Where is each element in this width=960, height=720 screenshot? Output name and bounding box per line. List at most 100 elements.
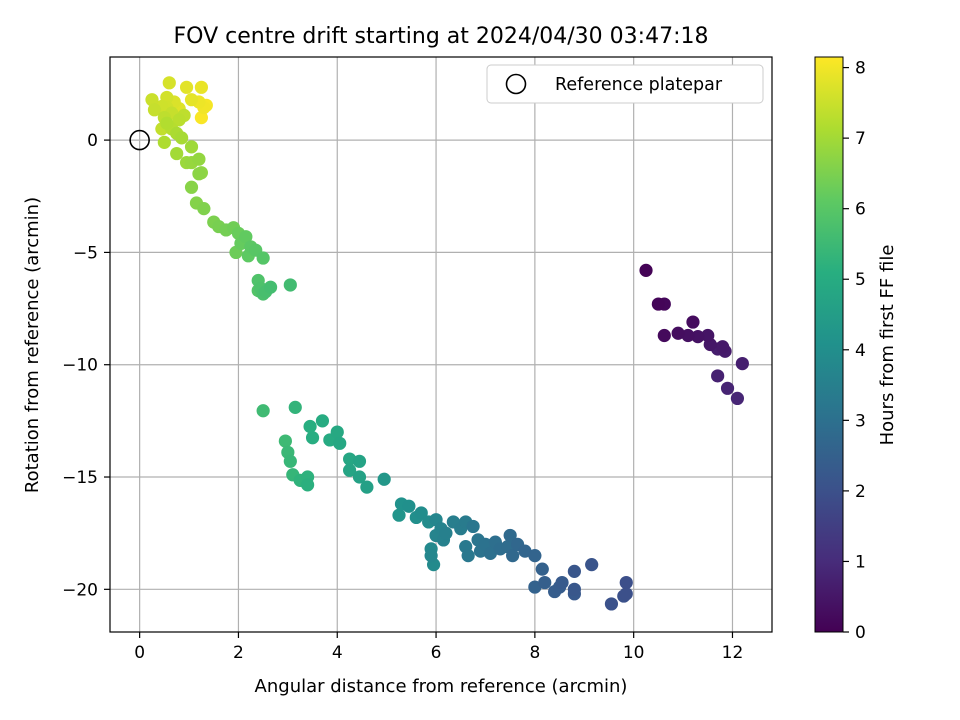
colorbar-tick-label: 3 xyxy=(855,411,866,431)
y-axis-label: Rotation from reference (arcmin) xyxy=(22,197,43,493)
data-point xyxy=(315,414,330,428)
y-tick-label: −10 xyxy=(62,356,98,376)
x-tick-label: 12 xyxy=(722,643,744,663)
y-tick-label: 0 xyxy=(87,131,98,151)
data-point xyxy=(360,480,374,494)
data-point xyxy=(172,113,186,127)
data-point xyxy=(303,419,317,434)
data-point xyxy=(604,597,619,611)
data-point xyxy=(619,587,633,601)
y-tick-label: −15 xyxy=(62,468,98,488)
data-point xyxy=(333,436,347,450)
x-tick-label: 0 xyxy=(134,643,145,663)
colorbar-tick-label: 6 xyxy=(855,200,866,220)
data-point xyxy=(735,356,749,371)
data-point xyxy=(283,278,297,292)
data-point xyxy=(305,431,320,445)
data-point xyxy=(147,103,162,117)
data-point xyxy=(175,131,189,145)
colorbar-tick-label: 1 xyxy=(855,552,866,572)
data-point xyxy=(288,400,302,414)
data-points xyxy=(145,76,749,611)
data-point xyxy=(162,76,176,90)
colorbar-ticks: 0 1 2 3 4 5 6 7 8 xyxy=(843,59,866,643)
data-point xyxy=(330,425,344,439)
data-point xyxy=(343,463,357,477)
data-point xyxy=(567,582,581,596)
data-point xyxy=(506,549,520,563)
data-point xyxy=(639,263,653,277)
data-point xyxy=(518,544,532,558)
data-point xyxy=(730,391,745,406)
data-point xyxy=(160,116,174,130)
data-point xyxy=(194,111,208,125)
data-point xyxy=(619,575,633,590)
colorbar-tick-label: 8 xyxy=(855,59,866,79)
colorbar-tick-label: 4 xyxy=(855,341,866,361)
x-axis-label: Angular distance from reference (arcmin) xyxy=(255,676,628,697)
data-point xyxy=(239,230,253,244)
legend: Reference platepar xyxy=(486,64,764,104)
colorbar-tick-label: 5 xyxy=(855,270,866,290)
data-point xyxy=(377,472,391,486)
data-point xyxy=(466,519,480,534)
data-point xyxy=(184,93,199,107)
data-point xyxy=(657,328,671,343)
y-tick-label: −20 xyxy=(62,580,98,600)
data-point xyxy=(555,575,569,590)
data-point xyxy=(585,558,599,572)
data-point xyxy=(711,369,725,383)
data-point xyxy=(192,167,206,181)
colorbar-label: Hours from first FF file xyxy=(877,245,898,446)
data-point xyxy=(343,452,357,466)
data-point xyxy=(538,575,552,590)
data-point xyxy=(352,470,367,484)
chart-title: FOV centre drift starting at 2024/04/30 … xyxy=(174,24,709,49)
data-point xyxy=(691,330,705,344)
data-point xyxy=(157,135,171,149)
data-point xyxy=(715,340,730,354)
colorbar-tick-label: 7 xyxy=(855,129,866,149)
legend-entry: Reference platepar xyxy=(555,75,723,95)
data-point xyxy=(483,546,498,560)
data-point xyxy=(301,478,315,492)
data-point xyxy=(720,381,735,395)
data-point xyxy=(567,564,581,578)
colorbar xyxy=(814,56,844,633)
x-tick-label: 2 xyxy=(233,643,244,663)
data-point xyxy=(528,580,542,594)
x-tick-label: 8 xyxy=(529,643,540,663)
data-point xyxy=(671,326,685,340)
data-point xyxy=(170,146,184,161)
plot-frame xyxy=(109,56,773,633)
colorbar-tick-label: 0 xyxy=(855,623,866,643)
data-point xyxy=(414,506,428,520)
x-tick-label: 4 xyxy=(332,643,343,663)
data-point xyxy=(283,454,297,468)
colorbar-tick-label: 2 xyxy=(855,482,866,502)
x-axis-ticks: 0 2 4 6 8 10 12 xyxy=(134,632,743,663)
data-point xyxy=(145,93,159,107)
reference-platepar-marker xyxy=(129,129,150,151)
data-point xyxy=(278,434,292,448)
data-point xyxy=(528,549,542,563)
data-point xyxy=(256,404,270,418)
data-point xyxy=(424,549,438,563)
data-point xyxy=(651,297,665,311)
data-point xyxy=(263,280,278,294)
y-axis-ticks: 0 −5 −10 −15 −20 xyxy=(62,131,110,600)
data-point xyxy=(184,180,199,194)
data-point xyxy=(392,508,406,522)
data-point xyxy=(535,562,549,576)
data-point xyxy=(402,499,416,513)
data-point xyxy=(681,328,695,343)
legend-marker xyxy=(505,73,527,95)
data-point xyxy=(686,315,700,329)
data-point xyxy=(439,526,453,540)
grid-lines xyxy=(110,57,772,632)
data-point xyxy=(256,251,270,265)
data-point xyxy=(352,454,367,468)
data-point xyxy=(184,140,199,154)
x-tick-label: 6 xyxy=(431,643,442,663)
